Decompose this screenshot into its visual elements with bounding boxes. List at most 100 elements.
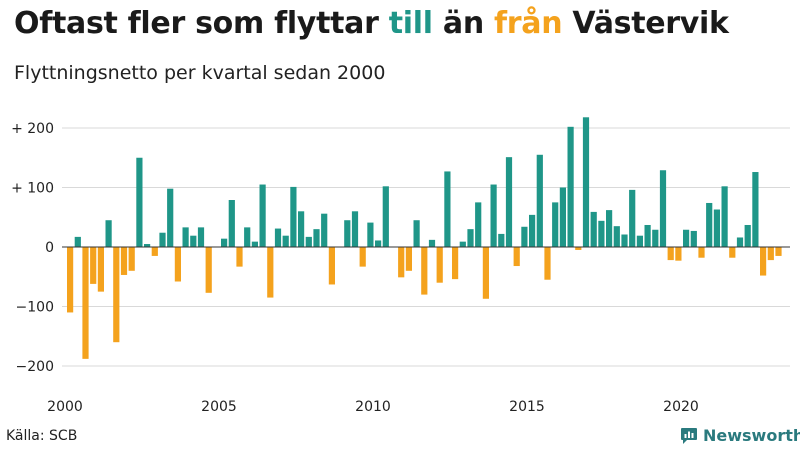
bar	[575, 247, 582, 250]
bar	[398, 247, 405, 278]
bar	[321, 213, 328, 247]
bar	[221, 238, 228, 247]
bar	[298, 211, 305, 247]
bar	[359, 247, 366, 267]
bar	[344, 220, 351, 247]
bar	[113, 247, 120, 343]
bar	[598, 220, 605, 247]
bar	[490, 184, 497, 247]
bar	[367, 222, 374, 247]
bar	[421, 247, 428, 295]
x-tick-label: 2015	[509, 399, 545, 415]
bar	[67, 247, 74, 313]
bar	[97, 247, 104, 292]
x-tick-label: 2010	[355, 399, 391, 415]
bar	[567, 126, 574, 247]
source-label: Källa: SCB	[6, 428, 78, 444]
chart-subtitle: Flyttningsnetto per kvartal sedan 2000	[14, 62, 386, 84]
x-tick-label: 2005	[201, 399, 237, 415]
chart-bubble-icon	[681, 427, 697, 444]
bar	[274, 228, 282, 248]
bar	[182, 227, 189, 247]
x-axis-labels: 2000 2005 2010 2015 2020	[47, 399, 699, 415]
bar	[328, 247, 335, 285]
bar	[90, 247, 97, 284]
bar	[659, 170, 667, 247]
bar	[744, 224, 751, 248]
bar	[159, 232, 166, 247]
bar	[282, 235, 289, 247]
bar	[667, 247, 674, 261]
bar	[675, 247, 682, 261]
title-highlight-till: till	[388, 6, 433, 41]
bar	[128, 247, 135, 271]
bar	[644, 224, 651, 248]
bar	[228, 200, 235, 247]
bar	[151, 247, 158, 256]
bar	[205, 247, 212, 293]
bar	[713, 209, 720, 247]
bar	[313, 229, 320, 247]
bar	[444, 171, 451, 247]
y-tick-label: −200	[16, 359, 54, 375]
bar	[197, 227, 205, 247]
bar	[505, 157, 513, 247]
bar	[706, 202, 713, 247]
bar	[167, 188, 174, 247]
bar	[606, 210, 613, 247]
bar	[190, 235, 197, 247]
bars	[67, 117, 782, 359]
bar	[752, 172, 759, 247]
bar	[513, 247, 520, 267]
bar	[428, 239, 436, 247]
bar	[482, 247, 489, 299]
title-part-1: Oftast fler som flyttar	[14, 6, 389, 41]
brand-name: Newsworthy	[703, 426, 800, 445]
bar	[498, 233, 505, 247]
bar	[105, 220, 112, 247]
bar	[136, 157, 143, 247]
bar	[251, 241, 258, 247]
bar	[375, 240, 382, 247]
newsworthy-logo: Newsworthy	[680, 426, 800, 445]
bar	[729, 247, 736, 258]
bar	[652, 229, 659, 247]
bar	[690, 230, 697, 247]
bar	[351, 211, 359, 247]
gridlines	[62, 127, 790, 367]
bar	[452, 247, 459, 280]
bar	[74, 236, 81, 247]
bar	[475, 202, 482, 248]
bar	[236, 247, 243, 267]
bar	[144, 244, 151, 247]
title-part-3: än	[432, 6, 495, 41]
x-tick-label: 2000	[47, 399, 83, 415]
y-tick-label: + 200	[11, 121, 54, 137]
bar	[459, 241, 466, 247]
bar	[259, 184, 266, 247]
bar	[613, 226, 620, 247]
bar	[244, 227, 251, 247]
bar	[536, 154, 543, 247]
bar	[636, 235, 643, 247]
bar	[760, 247, 767, 276]
bar	[629, 189, 636, 247]
title-part-5: Västervik	[562, 6, 729, 41]
bar	[552, 202, 559, 248]
bar	[683, 229, 690, 247]
bar	[413, 220, 420, 247]
bar	[775, 247, 782, 256]
bar	[174, 247, 181, 282]
bar	[736, 237, 744, 247]
bar	[436, 247, 443, 283]
bar	[767, 247, 774, 261]
y-tick-label: 0	[45, 240, 54, 256]
x-tick-label: 2020	[663, 399, 699, 415]
bar	[467, 229, 474, 247]
bar	[290, 186, 297, 247]
bar	[521, 226, 528, 247]
y-axis-labels: + 200 + 100 0 −100 −200	[11, 121, 54, 375]
bar	[405, 247, 412, 271]
bar	[544, 247, 551, 280]
